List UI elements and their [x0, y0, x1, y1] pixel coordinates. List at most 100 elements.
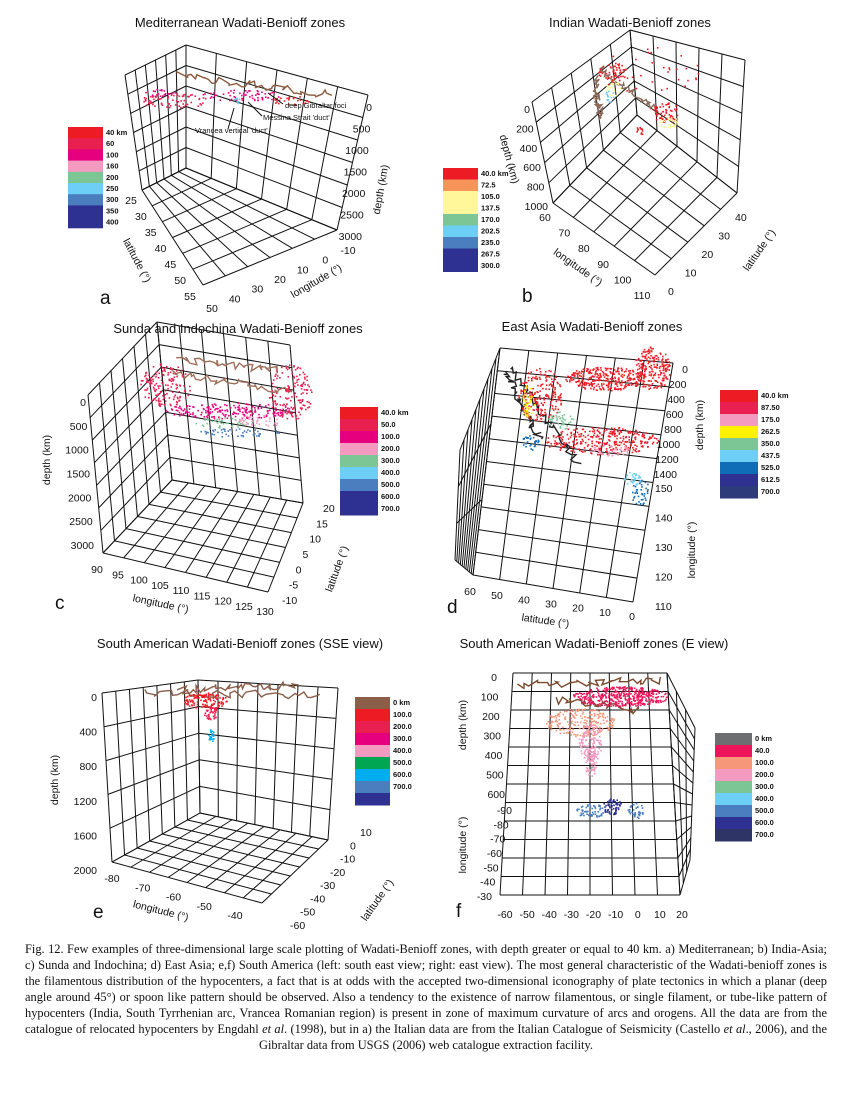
hypocenter-point [583, 734, 585, 736]
hypocenter-point [652, 696, 654, 698]
hypocenter-point [610, 75, 613, 78]
grid-line [162, 833, 300, 868]
hypocenter-point [193, 697, 196, 700]
hypocenter-point [600, 367, 602, 369]
hypocenter-point [584, 388, 587, 390]
hypocenter-point [573, 694, 575, 696]
legend-label: 600.0 [755, 818, 774, 827]
hypocenter-point [276, 370, 278, 373]
hypocenter-point [249, 410, 252, 412]
hypocenter-point [233, 89, 235, 92]
hypocenter-point [574, 721, 577, 723]
hypocenter-point [659, 106, 661, 108]
hypocenter-point [613, 813, 615, 816]
hypocenter-point [661, 118, 664, 120]
hypocenter-point [554, 378, 557, 381]
hypocenter-point [582, 368, 585, 371]
hypocenter-point [612, 432, 614, 435]
hypocenter-point [542, 387, 544, 390]
hypocenter-point [588, 756, 590, 759]
grid-line [141, 167, 187, 191]
hypocenter-point [585, 810, 588, 813]
hypocenter-point [615, 809, 617, 811]
grid-line [224, 832, 297, 894]
hypocenter-point [184, 104, 187, 107]
longitude-tick-label: 10 [297, 264, 309, 276]
hypocenter-point [251, 94, 253, 97]
hypocenter-point [155, 376, 157, 378]
hypocenter-point [590, 766, 593, 768]
hypocenter-point [581, 438, 584, 441]
hypocenter-point [155, 373, 158, 376]
hypocenter-point [629, 370, 632, 372]
hypocenter-cluster [603, 798, 622, 816]
hypocenter-point [575, 708, 578, 711]
hypocenter-point [593, 728, 596, 730]
hypocenter-point [639, 812, 642, 814]
hypocenter-point [657, 701, 660, 704]
hypocenter-point [175, 370, 178, 372]
hypocenter-point [673, 120, 675, 122]
hypocenter-point [593, 772, 596, 775]
hypocenter-point [625, 476, 628, 479]
hypocenter-point [161, 89, 163, 91]
hypocenter-point [675, 105, 677, 107]
legend-label: 100.0 [381, 432, 400, 441]
hypocenter-point [609, 371, 611, 373]
grid-line [632, 63, 743, 114]
hypocenter-point [594, 379, 597, 382]
hypocenter-point [640, 132, 643, 134]
hypocenter-point [576, 710, 579, 712]
hypocenter-point [618, 79, 621, 82]
hypocenter-point [551, 384, 553, 386]
hypocenter-point [140, 380, 143, 382]
hypocenter-point [659, 119, 662, 121]
grid-line [677, 837, 692, 859]
hypocenter-point [539, 367, 541, 370]
hypocenter-point [630, 382, 633, 384]
caption-text: ., 2006), and the Gibraltar data from US… [259, 1022, 827, 1052]
hypocenter-point [244, 411, 247, 414]
grid-line [136, 126, 187, 153]
depth-tick-label: 1000 [65, 445, 89, 457]
hypocenter-point [576, 375, 579, 377]
hypocenter-point [175, 409, 178, 412]
hypocenter-point [146, 389, 148, 391]
hypocenter-point [599, 696, 602, 698]
hypocenter-point [588, 691, 590, 693]
hypocenter-point [257, 99, 259, 102]
hypocenter-point [243, 415, 246, 417]
hypocenter-point [529, 444, 532, 447]
hypocenter-point [643, 434, 645, 436]
hypocenter-point [551, 405, 554, 407]
hypocenter-point [647, 362, 649, 365]
hypocenter-point [554, 408, 557, 410]
legend-label: 100 [106, 150, 119, 159]
hypocenter-point [632, 371, 635, 373]
hypocenter-point [559, 384, 561, 386]
hypocenter-point [631, 369, 634, 372]
hypocenter-point [530, 397, 533, 400]
hypocenter-point [577, 724, 580, 727]
hypocenter-point [244, 418, 247, 421]
hypocenter-point [608, 382, 611, 384]
hypocenter-point [668, 118, 670, 121]
hypocenter-point [274, 99, 277, 101]
hypocenter-point [597, 442, 600, 445]
legend-label: 60 [106, 139, 114, 148]
hypocenter-point [298, 411, 300, 413]
coastline [503, 371, 544, 440]
hypocenter-point [585, 732, 588, 735]
hypocenter-point [149, 100, 152, 103]
hypocenter-point [656, 696, 658, 699]
hypocenter-point [247, 417, 249, 419]
hypocenter-point [267, 412, 269, 414]
hypocenter-point [578, 742, 581, 744]
hypocenter-point [668, 374, 671, 376]
hypocenter-point [153, 98, 155, 101]
hypocenter-point [249, 90, 251, 92]
hypocenter-point [646, 383, 649, 386]
hypocenter-point [610, 101, 612, 103]
hypocenter-point [648, 703, 651, 705]
annotation-label: Messina Strait 'duct' [263, 113, 330, 122]
